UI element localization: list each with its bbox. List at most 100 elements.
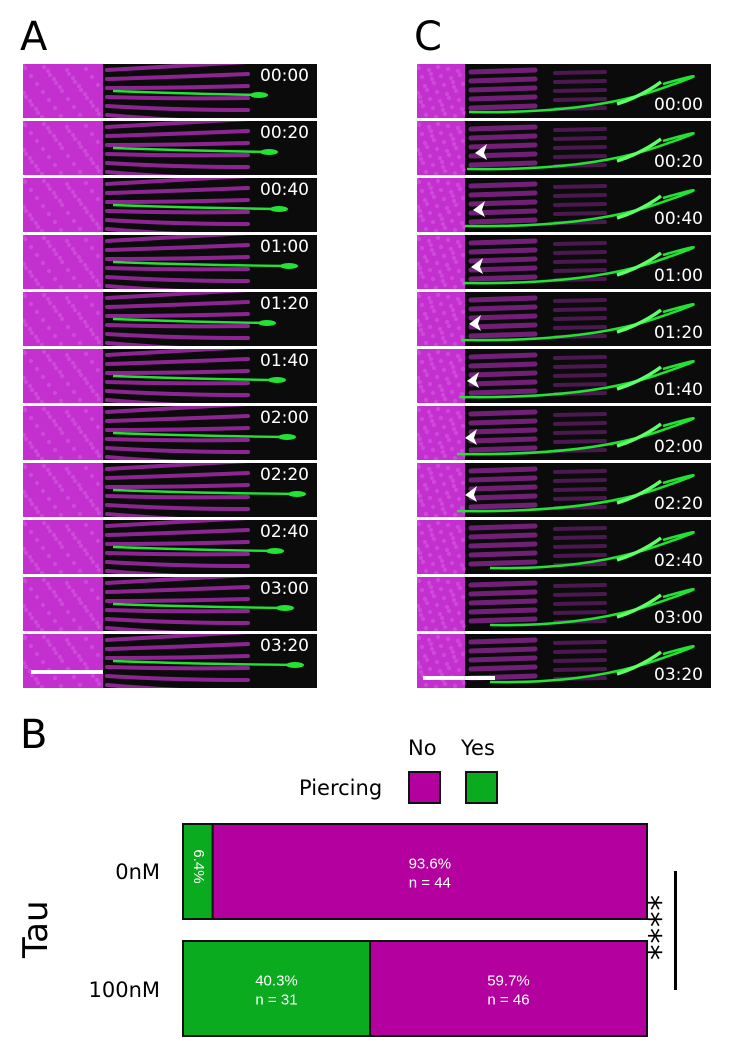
legend-no-label: No — [408, 736, 437, 760]
kymograph-frame: 02:20 — [23, 463, 317, 517]
kymograph-frame: 01:00 — [23, 235, 317, 289]
arrowhead-icon — [467, 372, 479, 388]
arrowhead-icon — [469, 315, 481, 331]
frame-image — [417, 292, 695, 346]
timestamp-label: 00:20 — [260, 123, 309, 143]
legend-title: Piercing — [299, 776, 383, 800]
kymograph-frame: 02:20 — [417, 463, 711, 517]
timestamp-label: 01:40 — [260, 351, 309, 371]
timestamp-label: 01:20 — [260, 294, 309, 314]
frame-image — [417, 349, 695, 403]
timestamp-label: 02:20 — [654, 494, 703, 514]
kymograph-frame: 01:20 — [23, 292, 317, 346]
significance-bracket — [674, 871, 677, 990]
timestamp-label: 02:40 — [654, 551, 703, 571]
arrowhead-icon — [475, 144, 487, 160]
frame-image — [417, 463, 695, 517]
kymograph-a: 00:00 00:20 00:40 01:00 01:20 01:40 02:00 02:20… — [23, 64, 317, 691]
panel-label-c: C — [414, 14, 442, 60]
data-label-yes-pct: 40.3% — [255, 973, 298, 990]
kymograph-frame: 03:00 — [417, 577, 711, 631]
legend-no-swatch — [408, 771, 441, 804]
frame-image — [23, 520, 284, 574]
frame-image — [23, 406, 296, 460]
frame-image — [417, 634, 695, 688]
bar-yes-0 — [182, 823, 214, 920]
kymograph-frame: 01:40 — [23, 349, 317, 403]
data-label-no-count: n = 46 — [487, 992, 529, 1009]
panel-label-a: A — [20, 14, 48, 60]
scale-bar-a — [31, 670, 103, 674]
kymograph-frame: 00:00 — [417, 64, 711, 118]
bar-yes-1 — [182, 940, 371, 1037]
kymograph-frame: 03:20 — [23, 634, 317, 688]
significance-label: **** — [631, 895, 667, 961]
frame-image — [23, 64, 268, 118]
frame-image — [417, 121, 695, 175]
kymograph-frame: 02:00 — [417, 406, 711, 460]
kymograph-frame: 01:40 — [417, 349, 711, 403]
category-label-0nm: 0nM — [115, 860, 160, 884]
kymograph-frame: 02:40 — [23, 520, 317, 574]
data-label-no-pct: 93.6% — [409, 856, 452, 873]
kymograph-frame: 00:40 — [417, 178, 711, 232]
frame-image — [23, 577, 294, 631]
timestamp-label: 03:20 — [654, 665, 703, 685]
timestamp-label: 02:20 — [260, 465, 309, 485]
data-label-no-count: n = 44 — [409, 875, 451, 892]
frame-image — [23, 121, 278, 175]
arrowhead-icon — [471, 258, 483, 274]
timestamp-label: 01:00 — [260, 237, 309, 257]
bar-no-1 — [368, 940, 648, 1037]
arrowhead-icon — [465, 486, 477, 502]
frame-image — [417, 406, 695, 460]
timestamp-label: 03:00 — [654, 608, 703, 628]
kymograph-frame: 00:00 — [23, 64, 317, 118]
timestamp-label: 00:40 — [260, 180, 309, 200]
kymograph-frame: 00:20 — [23, 121, 317, 175]
timestamp-label: 02:00 — [260, 408, 309, 428]
frame-image — [417, 64, 695, 118]
timestamp-label: 00:40 — [654, 209, 703, 229]
kymograph-frame: 02:00 — [23, 406, 317, 460]
arrowhead-icon — [473, 201, 485, 217]
timestamp-label: 01:00 — [654, 266, 703, 286]
data-label-yes-count: n = 31 — [255, 992, 297, 1009]
kymograph-frame: 03:00 — [23, 577, 317, 631]
timestamp-label: 02:40 — [260, 522, 309, 542]
timestamp-label: 03:00 — [260, 579, 309, 599]
legend-yes-label: Yes — [461, 736, 495, 760]
bar-no-0 — [211, 823, 648, 920]
timestamp-label: 01:40 — [654, 380, 703, 400]
frame-image — [23, 634, 304, 688]
kymograph-frame: 00:40 — [23, 178, 317, 232]
panel-label-b: B — [20, 712, 48, 758]
kymograph-c: 00:00 00:20 00:40 01:00 01:20 01:40 02:00 02:20… — [417, 64, 711, 691]
frame-image — [23, 178, 288, 232]
arrowhead-icon — [465, 429, 477, 445]
frame-image — [23, 235, 298, 289]
timestamp-label: 02:00 — [654, 437, 703, 457]
frame-image — [23, 463, 306, 517]
frame-image — [417, 178, 695, 232]
kymograph-frame: 01:20 — [417, 292, 711, 346]
timestamp-label: 00:00 — [654, 95, 703, 115]
timestamp-label: 00:20 — [654, 152, 703, 172]
kymograph-frame: 02:40 — [417, 520, 711, 574]
frame-image — [417, 235, 695, 289]
frame-image — [417, 520, 695, 574]
legend-yes-swatch — [465, 771, 498, 804]
kymograph-frame: 00:20 — [417, 121, 711, 175]
kymograph-frame: 01:00 — [417, 235, 711, 289]
category-label-100nm: 100nM — [88, 978, 160, 1002]
frame-image — [23, 349, 286, 403]
timestamp-label: 01:20 — [654, 323, 703, 343]
timestamp-label: 03:20 — [260, 636, 309, 656]
scale-bar-c — [423, 676, 495, 680]
timestamp-label: 00:00 — [260, 66, 309, 86]
frame-image — [417, 577, 695, 631]
frame-image — [23, 292, 276, 346]
data-label-yes-pct: 6.4% — [190, 849, 207, 883]
data-label-no-pct: 59.7% — [487, 973, 530, 990]
